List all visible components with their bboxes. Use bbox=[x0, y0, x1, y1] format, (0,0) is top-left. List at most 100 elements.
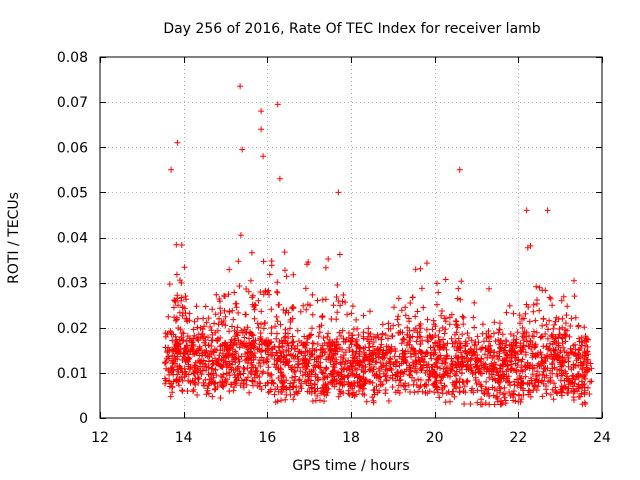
data-point bbox=[585, 351, 592, 358]
data-point bbox=[392, 363, 399, 370]
data-point bbox=[318, 322, 325, 329]
data-point bbox=[439, 308, 445, 314]
data-point bbox=[212, 311, 219, 318]
data-point bbox=[457, 345, 464, 352]
data-point bbox=[319, 369, 326, 376]
data-point bbox=[237, 232, 244, 239]
data-point bbox=[194, 315, 201, 322]
data-point bbox=[374, 331, 381, 338]
data-point bbox=[295, 361, 302, 368]
data-point bbox=[512, 350, 519, 357]
data-point bbox=[507, 331, 514, 337]
data-point bbox=[268, 262, 275, 269]
data-point bbox=[448, 355, 455, 362]
data-point bbox=[375, 375, 382, 381]
data-point bbox=[389, 375, 396, 382]
data-point bbox=[191, 379, 198, 386]
data-point bbox=[203, 319, 210, 326]
data-point bbox=[456, 166, 463, 173]
data-point bbox=[566, 333, 573, 340]
data-point bbox=[303, 306, 310, 313]
data-point bbox=[495, 379, 502, 386]
data-point bbox=[359, 390, 366, 397]
data-point bbox=[275, 375, 282, 381]
data-point bbox=[456, 344, 463, 351]
data-point bbox=[367, 367, 374, 374]
data-point bbox=[579, 373, 586, 380]
data-point bbox=[217, 347, 224, 354]
data-point bbox=[529, 371, 536, 378]
data-point bbox=[571, 293, 578, 300]
data-point bbox=[216, 352, 223, 359]
data-point bbox=[417, 341, 424, 347]
data-point bbox=[245, 356, 252, 363]
y-tick-label: 0.08 bbox=[57, 50, 88, 66]
data-point bbox=[413, 338, 420, 345]
data-point bbox=[563, 349, 570, 356]
data-point bbox=[236, 344, 243, 351]
data-point bbox=[234, 365, 241, 372]
data-point bbox=[314, 297, 321, 304]
data-point bbox=[321, 340, 328, 347]
data-point bbox=[425, 361, 432, 368]
data-point bbox=[194, 392, 201, 398]
data-point bbox=[200, 379, 207, 386]
data-point bbox=[527, 393, 534, 400]
data-point bbox=[292, 367, 298, 374]
data-point bbox=[424, 390, 431, 397]
data-point bbox=[473, 346, 480, 353]
data-point bbox=[389, 333, 396, 340]
data-point bbox=[323, 356, 330, 363]
data-point bbox=[519, 385, 526, 392]
data-point bbox=[432, 360, 439, 367]
data-point bbox=[205, 382, 212, 388]
data-point bbox=[338, 333, 344, 339]
data-point bbox=[388, 366, 395, 373]
data-point bbox=[169, 352, 176, 359]
data-point bbox=[282, 396, 289, 403]
data-point bbox=[340, 390, 347, 396]
data-point bbox=[205, 358, 212, 365]
data-point bbox=[559, 315, 566, 322]
data-point bbox=[500, 375, 507, 382]
data-point bbox=[312, 364, 319, 371]
data-point bbox=[330, 352, 337, 359]
data-point bbox=[587, 360, 594, 367]
data-point bbox=[305, 334, 312, 341]
data-point bbox=[408, 353, 414, 360]
data-point bbox=[485, 333, 492, 339]
data-point bbox=[447, 373, 453, 380]
data-point bbox=[472, 374, 479, 381]
data-point bbox=[569, 372, 576, 379]
data-point bbox=[461, 383, 468, 390]
data-point bbox=[391, 353, 398, 360]
data-point bbox=[526, 380, 533, 387]
data-point bbox=[294, 353, 301, 360]
data-point bbox=[299, 357, 306, 364]
data-point bbox=[481, 363, 488, 369]
data-point bbox=[379, 321, 386, 328]
data-point bbox=[557, 377, 564, 384]
data-point bbox=[356, 353, 362, 360]
data-point bbox=[274, 279, 281, 286]
data-point bbox=[406, 318, 413, 325]
data-point bbox=[560, 344, 567, 351]
data-point bbox=[323, 365, 330, 372]
data-point bbox=[378, 363, 385, 370]
data-point bbox=[274, 352, 281, 359]
data-point bbox=[354, 379, 361, 386]
data-point bbox=[443, 365, 450, 372]
data-point bbox=[262, 287, 269, 294]
data-point bbox=[326, 353, 332, 360]
data-point bbox=[210, 348, 217, 355]
data-point bbox=[401, 351, 408, 358]
data-point bbox=[262, 339, 269, 346]
data-point bbox=[529, 350, 536, 357]
x-tick-label: 18 bbox=[342, 430, 360, 446]
data-point bbox=[169, 383, 176, 390]
data-point bbox=[337, 302, 344, 309]
data-point bbox=[567, 323, 574, 329]
data-point bbox=[533, 329, 540, 336]
data-point bbox=[238, 327, 245, 334]
data-point bbox=[304, 261, 310, 268]
